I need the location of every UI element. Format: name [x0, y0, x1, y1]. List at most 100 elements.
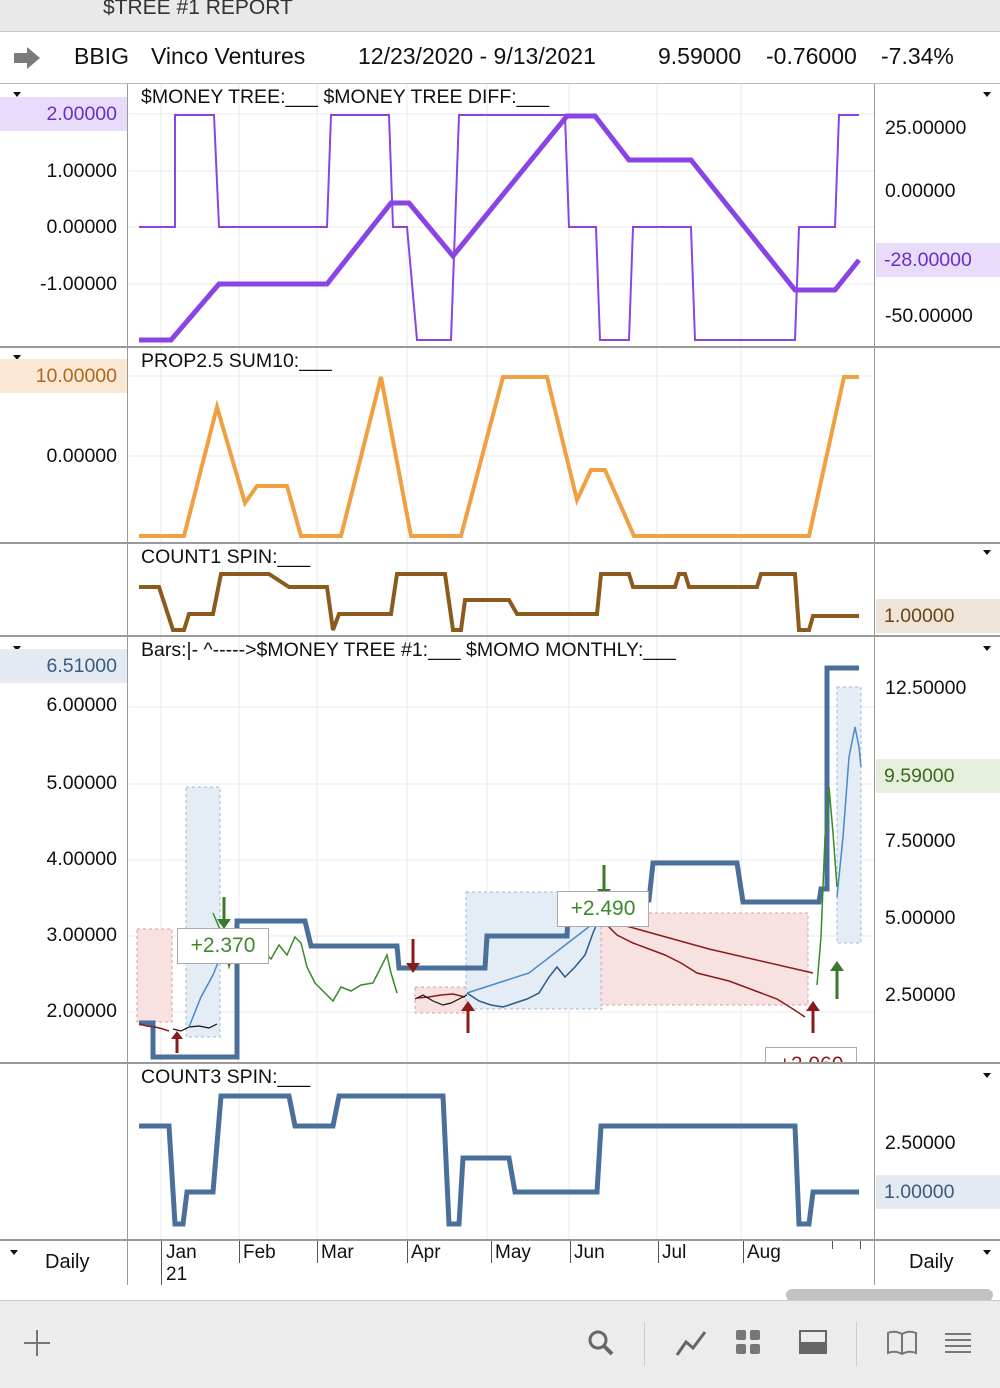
prop-pane[interactable]: 10.00000 0.00000 PROP2.5 SUM10:___	[0, 348, 1000, 544]
money-left-label-1: 1.00000	[46, 160, 118, 182]
price-bars-blue-2	[466, 918, 600, 1008]
chevron-down-icon[interactable]	[983, 646, 991, 651]
arrow-right-icon[interactable]	[12, 46, 42, 70]
bottom-toolbar	[0, 1300, 1000, 1388]
count3-pane[interactable]: COUNT3 SPIN:___ 2.50000 1.00000	[0, 1064, 1000, 1240]
count1-pane-title: COUNT1 SPIN:___	[141, 546, 311, 568]
money-right-label-2: 0.00000	[885, 180, 956, 202]
money-right-highlight: -28.00000	[876, 243, 1000, 277]
price-left-label-1: 6.00000	[46, 694, 118, 716]
price-bars-red-1	[138, 1023, 170, 1032]
chevron-down-icon[interactable]	[983, 92, 991, 97]
price-right-axis[interactable]: 12.50000 9.59000 7.50000 5.00000 2.50000	[874, 637, 1000, 1062]
price-bars-black-1	[172, 1023, 218, 1032]
month-axis[interactable]: Jan 21 Feb Mar Apr May Jun Jul Aug	[129, 1241, 874, 1285]
ticker: BBIG	[74, 43, 129, 69]
gain-callout: +2.490	[557, 891, 649, 927]
price-bars-red-trend	[600, 918, 814, 974]
money-plot-svg	[129, 84, 874, 346]
prop-plot-svg	[129, 348, 874, 542]
toolbar-separator	[856, 1322, 857, 1366]
chevron-down-icon[interactable]	[983, 1073, 991, 1078]
time-axis-row: Daily Jan 21 Feb Mar Apr May Jun Jul Aug…	[0, 1240, 1000, 1285]
horizontal-scrollbar[interactable]	[786, 1289, 993, 1301]
price-right-label-3: 5.00000	[885, 907, 956, 929]
price-left-label-5: 2.00000	[46, 1000, 118, 1022]
sell-arrow	[406, 939, 420, 973]
count1-right-axis[interactable]: 1.00000	[874, 544, 1000, 635]
money-left-highlight: 2.00000	[0, 97, 127, 131]
period-left[interactable]: Daily	[0, 1241, 128, 1285]
buy-arrow	[806, 1001, 820, 1033]
prop-plot[interactable]: PROP2.5 SUM10:___	[129, 348, 874, 542]
layout-grid-icon[interactable]	[734, 1328, 762, 1356]
up-region	[185, 786, 221, 1038]
count3-right-highlight: 1.00000	[876, 1175, 1000, 1209]
money-tree-thin-line	[139, 114, 859, 341]
count1-plot-svg	[139, 544, 859, 635]
money-pane-title: $MONEY TREE:___ $MONEY TREE DIFF:___	[141, 86, 550, 108]
money-right-label-1: 25.00000	[885, 117, 967, 139]
search-icon[interactable]	[586, 1328, 616, 1358]
month-label: May	[495, 1242, 531, 1263]
month-label: Feb	[243, 1242, 276, 1263]
percent-change: -7.34%	[881, 43, 954, 69]
price-left-label-2: 5.00000	[46, 772, 118, 794]
symbol-header: BBIG Vinco Ventures 12/23/2020 - 9/13/20…	[0, 32, 1000, 84]
price-bars-pane[interactable]: 6.51000 6.00000 5.00000 4.00000 3.00000 …	[0, 637, 1000, 1064]
chevron-down-icon[interactable]	[13, 646, 21, 651]
price-plot-svg	[129, 637, 874, 1062]
count3-left-axis[interactable]	[0, 1064, 128, 1239]
money-tree-pane[interactable]: 2.00000 1.00000 0.00000 -1.00000 $MONEY …	[0, 84, 1000, 348]
price-bars-green-2	[816, 786, 838, 986]
momo-monthly-line	[139, 665, 859, 1060]
count3-plot-svg	[139, 1064, 859, 1239]
down-region	[136, 928, 173, 1023]
window-title: $TREE #1 REPORT	[103, 0, 293, 19]
panel-toggle-icon[interactable]	[798, 1328, 828, 1356]
count1-left-axis[interactable]	[0, 544, 128, 635]
count3-right-axis[interactable]: 2.50000 1.00000	[874, 1064, 1000, 1239]
chevron-down-icon[interactable]	[13, 355, 21, 360]
count3-plot[interactable]: COUNT3 SPIN:___	[129, 1064, 874, 1239]
period-left-label[interactable]: Daily	[45, 1251, 90, 1273]
month-label: Jun	[574, 1242, 605, 1263]
prop-right-axis[interactable]	[874, 348, 1000, 542]
menu-icon[interactable]	[943, 1328, 973, 1356]
prop-left-axis[interactable]: 10.00000 0.00000	[0, 348, 128, 542]
money-left-axis[interactable]: 2.00000 1.00000 0.00000 -1.00000	[0, 84, 128, 346]
money-left-label-3: -1.00000	[40, 273, 117, 295]
prop-pane-title: PROP2.5 SUM10:___	[141, 350, 332, 372]
chevron-down-icon[interactable]	[13, 92, 21, 97]
chevron-down-icon[interactable]	[983, 1250, 991, 1255]
chevron-down-icon[interactable]	[983, 550, 991, 555]
count1-pane[interactable]: COUNT1 SPIN:___ 1.00000	[0, 544, 1000, 637]
buy-arrow	[461, 1001, 475, 1033]
month-label: Jan	[166, 1242, 197, 1263]
price-left-label-3: 4.00000	[46, 848, 118, 870]
count3-spin-line	[139, 1093, 859, 1227]
count1-plot[interactable]: COUNT1 SPIN:___	[129, 544, 874, 635]
chart-style-icon[interactable]	[674, 1328, 708, 1358]
price-plot[interactable]: Bars:|- ^----->$MONEY TREE #1:___ $MOMO …	[129, 637, 874, 1062]
prop-sum-line	[139, 375, 859, 538]
period-right-label[interactable]: Daily	[909, 1251, 954, 1273]
price-right-highlight: 9.59000	[876, 759, 1000, 793]
money-right-axis[interactable]: 25.00000 0.00000 -28.00000 -50.00000	[874, 84, 1000, 346]
month-label: Aug	[747, 1242, 781, 1263]
buy-arrow	[171, 1031, 183, 1053]
chevron-down-icon[interactable]	[10, 1250, 18, 1255]
month-label: Mar	[321, 1242, 354, 1263]
company-name: Vinco Ventures	[151, 43, 306, 69]
price-bars-black-2	[414, 994, 468, 1006]
count3-pane-title: COUNT3 SPIN:___	[141, 1066, 311, 1088]
toolbar-separator	[644, 1322, 645, 1366]
add-icon[interactable]	[22, 1328, 52, 1358]
up-region	[836, 686, 862, 944]
book-icon[interactable]	[885, 1328, 919, 1356]
period-right[interactable]: Daily	[874, 1241, 1000, 1285]
price-left-axis[interactable]: 6.51000 6.00000 5.00000 4.00000 3.00000 …	[0, 637, 128, 1062]
money-plot[interactable]: $MONEY TREE:___ $MONEY TREE DIFF:___	[129, 84, 874, 346]
price-right-label-2: 7.50000	[885, 830, 956, 852]
count3-right-label-1: 2.50000	[885, 1132, 956, 1154]
